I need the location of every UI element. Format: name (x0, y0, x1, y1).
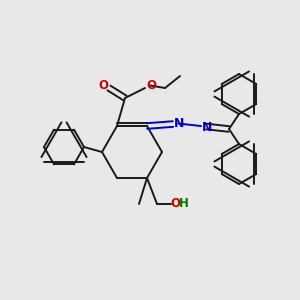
Text: O: O (170, 197, 180, 211)
Text: N: N (174, 116, 184, 130)
Text: N: N (202, 121, 212, 134)
Text: O: O (98, 79, 108, 92)
Text: H: H (179, 197, 189, 211)
Text: O: O (146, 79, 156, 92)
